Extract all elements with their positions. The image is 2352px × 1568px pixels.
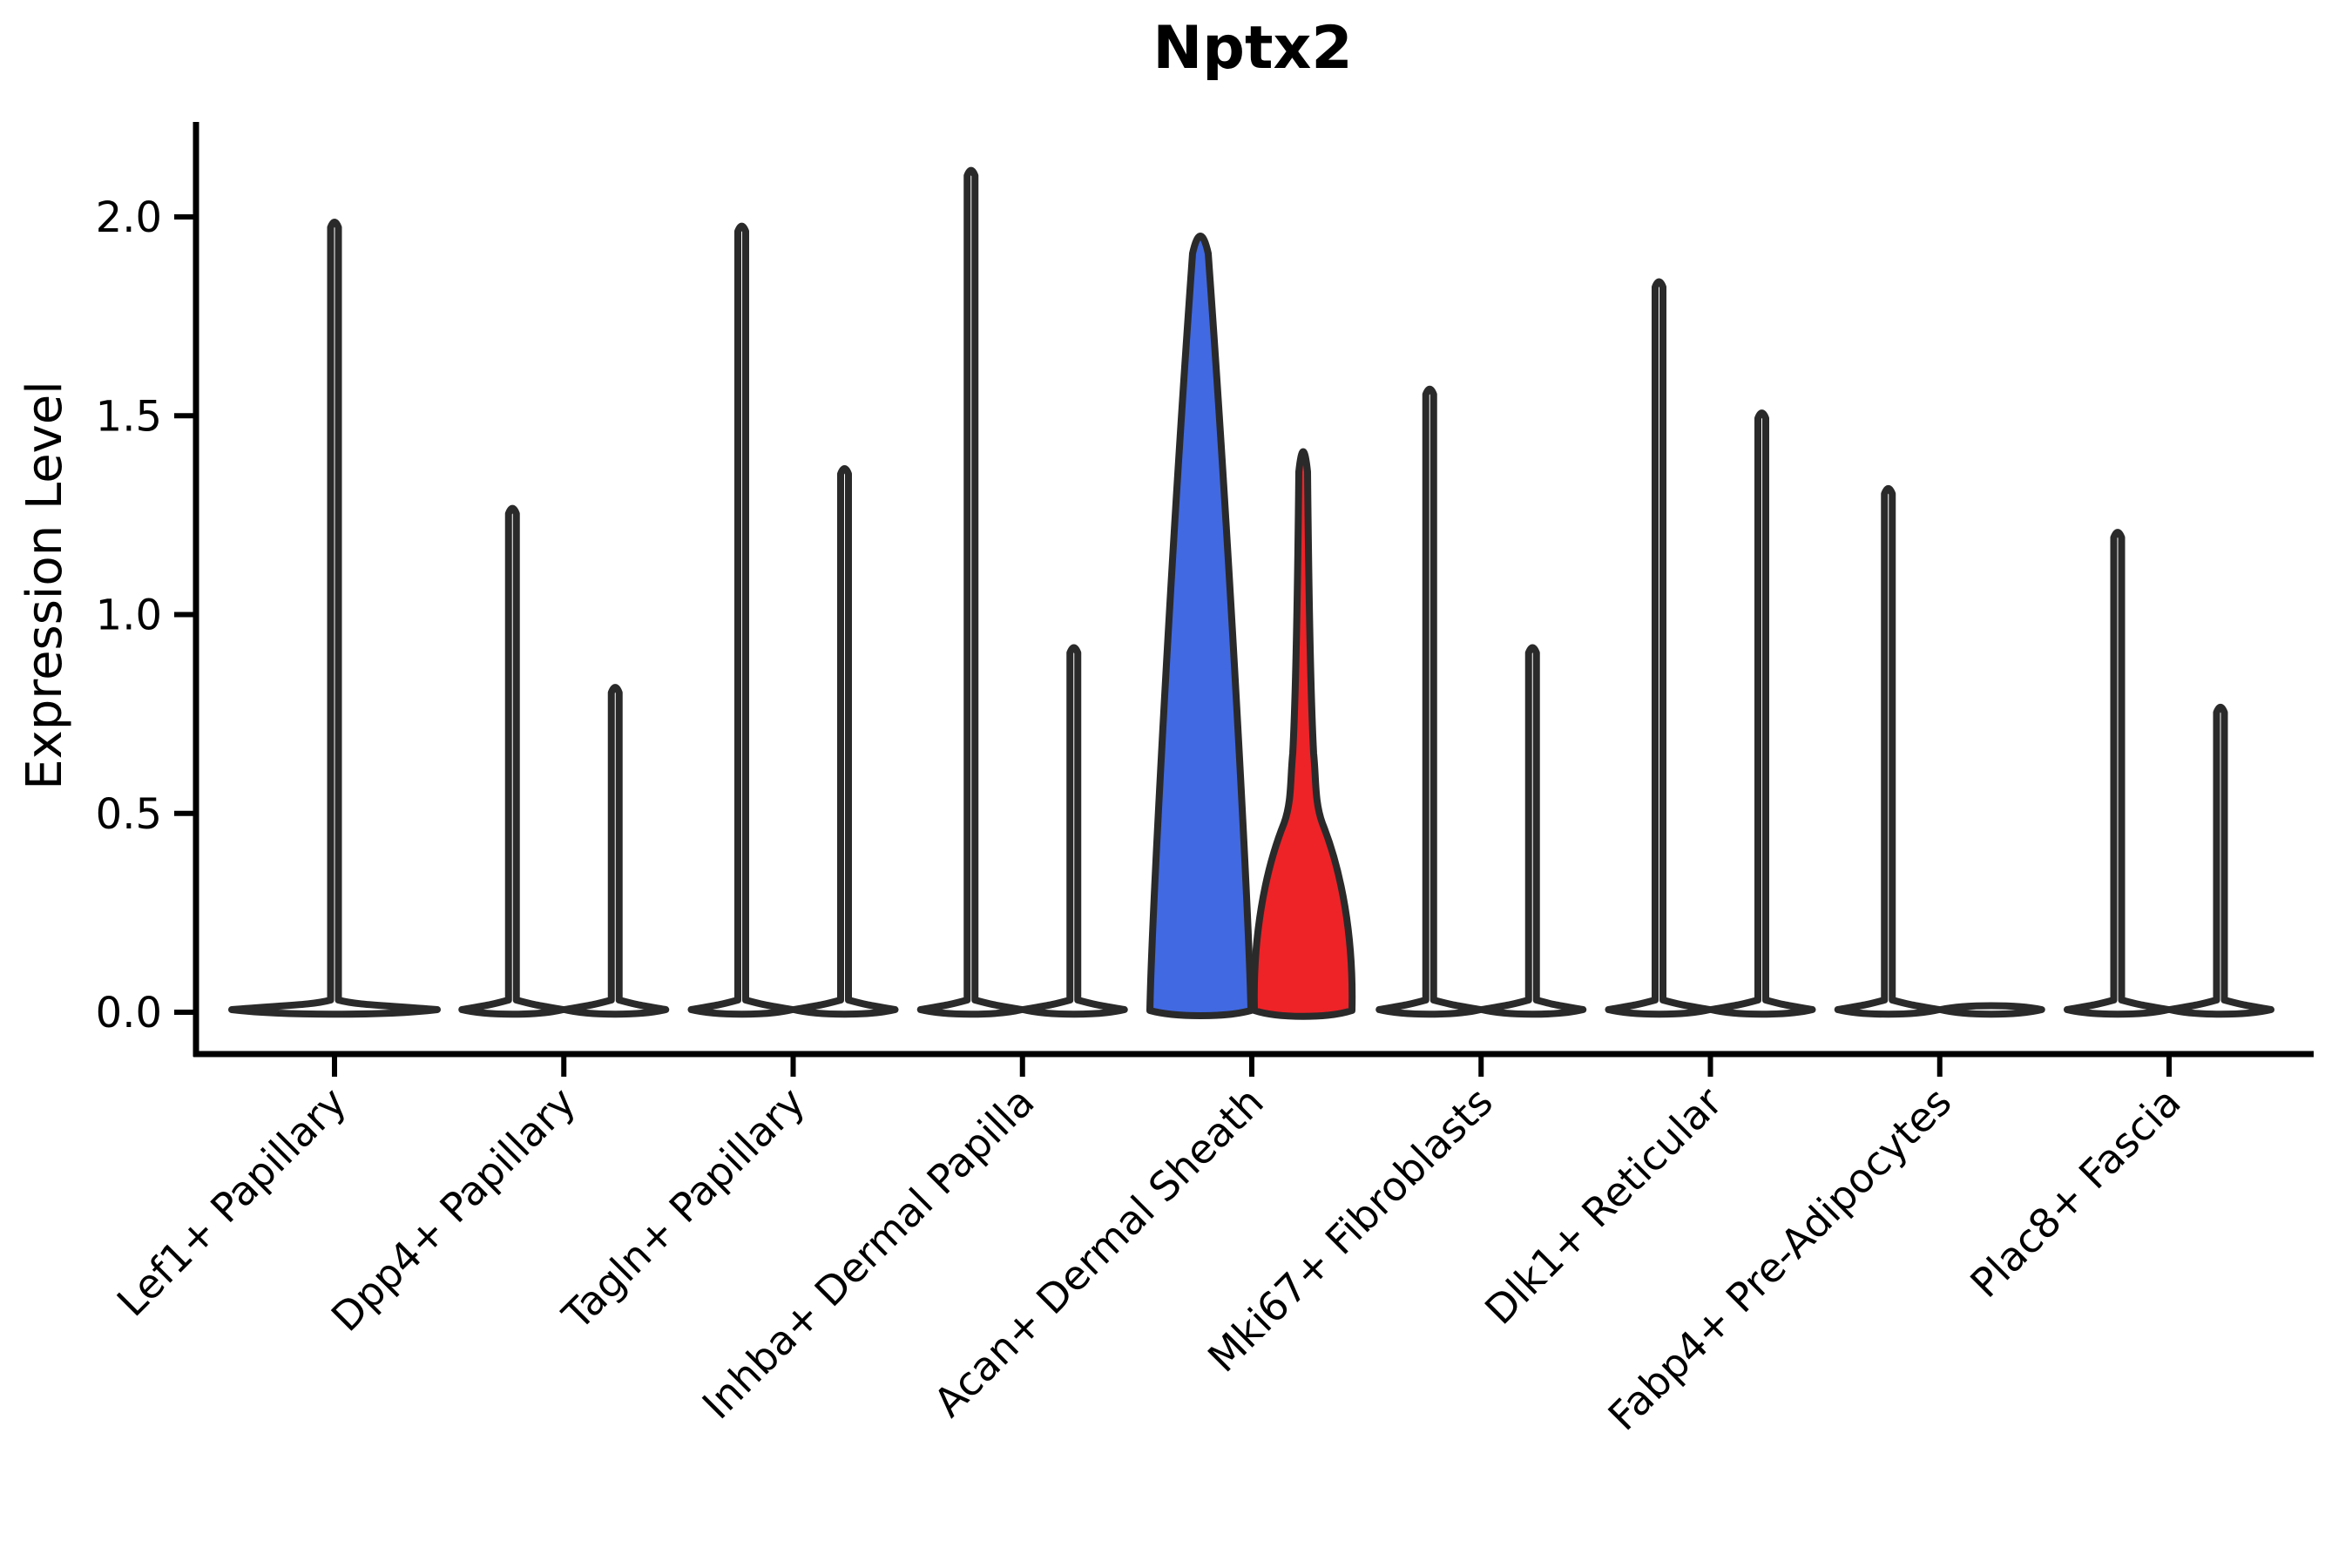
violin-plac8-fascia-left: [2064, 529, 2172, 1018]
x-tick-label-dlk1-reticular: Dlk1+ Reticular: [1476, 1078, 1731, 1334]
y-tick-label-1.0: 1.0: [96, 591, 162, 640]
y-tick-label-0.5: 0.5: [96, 790, 162, 839]
y-tick-group: 0.0 0.5 1.0 1.5 2.0: [96, 193, 196, 1037]
x-tick-label-dpp4-papillary: Dpp4+ Papillary: [322, 1078, 585, 1341]
violin-tagln-papillary-left: [687, 222, 796, 1018]
violin-mki67-fibroblasts-left: [1375, 385, 1484, 1018]
violin-plac8-fascia-right: [2166, 704, 2274, 1018]
y-tick-label-2.0: 2.0: [96, 193, 162, 242]
y-axis-label: Expression Level: [17, 381, 73, 790]
violins-group: [228, 166, 2274, 1020]
violin-fabp4-pre-adipocytes-left: [1834, 484, 1943, 1018]
violin-dpp4-papillary-left: [458, 504, 567, 1018]
chart-title: Nptx2: [1152, 14, 1352, 83]
violin-dpp4-papillary-right: [561, 684, 670, 1018]
violin-mki67-fibroblasts-right: [1478, 644, 1587, 1018]
violin-acan-dermal-sheath-right: [1250, 448, 1356, 1020]
violin-acan-dermal-sheath-left: [1146, 233, 1254, 1019]
x-tick-label-plac8-fascia: Plac8+ Fascia: [1961, 1078, 2189, 1307]
violin-tagln-papillary-right: [790, 465, 899, 1018]
violin-dlk1-reticular-right: [1707, 409, 1816, 1018]
violin-fabp4-pre-adipocytes-right: [1936, 1002, 2045, 1018]
x-tick-label-lef1-papillary: Lef1+ Papillary: [108, 1078, 355, 1326]
violin-inhba-dermal-papilla-right: [1019, 644, 1128, 1018]
violin-lef1-papillary-center: [228, 219, 441, 1018]
x-tick-label-tagln-papillary: Tagln+ Papillary: [553, 1078, 814, 1340]
y-tick-label-0.0: 0.0: [96, 989, 162, 1037]
violin-dlk1-reticular-left: [1605, 278, 1713, 1018]
y-tick-label-1.5: 1.5: [96, 392, 162, 441]
violin-inhba-dermal-papilla-left: [916, 166, 1025, 1018]
